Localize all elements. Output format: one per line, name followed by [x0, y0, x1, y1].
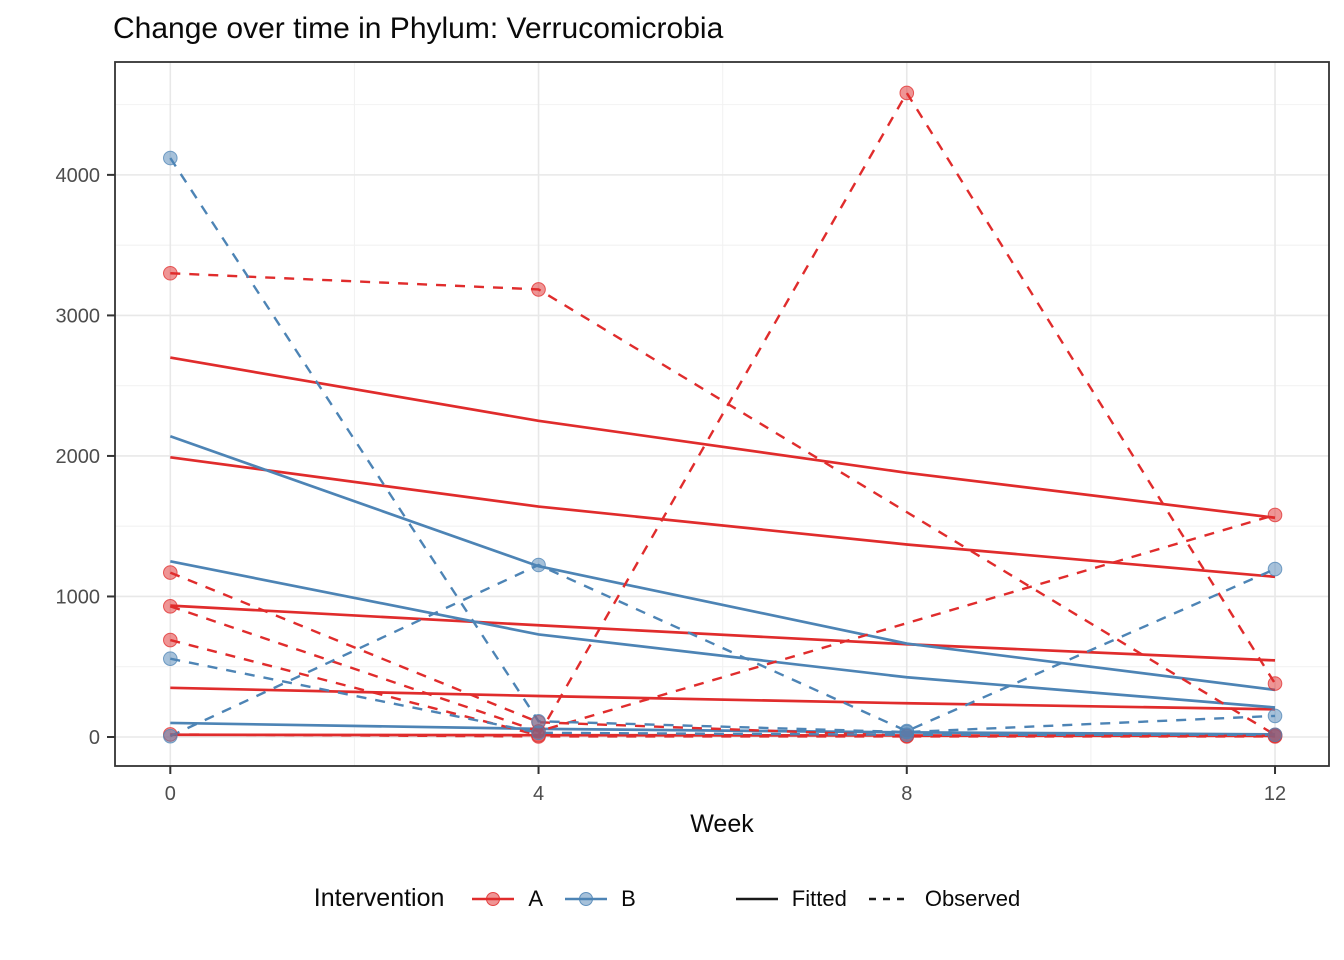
series-line-B-obs-3 — [170, 657, 1276, 736]
chart-plot-area: 0 1000 2000 3000 4000 0 4 8 12 — [56, 61, 1330, 805]
legend-key-a-icon — [472, 891, 515, 906]
legend-label-fitted: Fitted — [791, 885, 847, 911]
y-tick-label: 4000 — [56, 165, 101, 187]
y-tick-label: 3000 — [56, 305, 101, 327]
series-line-A-fit-3 — [170, 604, 1276, 662]
data-point-B-obs-3-w12 — [1267, 727, 1283, 743]
legend-item-group-b: B — [563, 886, 636, 912]
data-point-B-obs-3-w4 — [531, 725, 546, 741]
legend-label-b: B — [621, 885, 636, 911]
data-point-B-obs-2-w0 — [163, 728, 178, 744]
legend-item-fitted: Fitted — [734, 886, 847, 912]
legend-title: Intervention — [313, 884, 445, 912]
series-line-B-obs-1 — [169, 157, 1276, 734]
data-point-A-obs-4-w0 — [163, 632, 178, 648]
data-point-B-obs-2-w12 — [1267, 561, 1283, 577]
data-point-B-obs-1-w12 — [1267, 708, 1283, 724]
data-point-B-obs-1-w0 — [163, 150, 178, 166]
series-line-B-fit-1 — [169, 434, 1276, 692]
data-point-A-obs-1-w4 — [531, 282, 546, 297]
series-line-A-obs-5 — [170, 733, 1276, 738]
legend-label-observed: Observed — [924, 885, 1021, 911]
legend-key-b-point — [579, 891, 594, 906]
legend-key-a-point — [486, 891, 501, 906]
data-point-A-obs-3-w12 — [1267, 507, 1283, 523]
data-point-A-obs-2-w0 — [163, 565, 178, 580]
legend-item-observed: Observed — [867, 886, 1020, 912]
legend-item-group-a: A — [470, 886, 543, 912]
series-line-A-fit-4 — [170, 686, 1276, 711]
data-point-B-obs-2-w4 — [531, 557, 546, 573]
legend-key-b-icon — [565, 891, 608, 906]
x-tick-label: 4 — [533, 783, 544, 805]
y-tick-label: 2000 — [56, 446, 101, 468]
series-line-A-fit-1 — [170, 356, 1276, 520]
legend: Intervention A B Fitted — [0, 884, 1344, 913]
x-tick-label: 8 — [901, 783, 912, 805]
series-line-A-fit-2 — [170, 456, 1276, 579]
y-tick-label: 0 — [89, 727, 100, 749]
data-point-A-obs-1-w0 — [163, 265, 178, 281]
data-point-A-obs-4-w12 — [1267, 676, 1283, 691]
series-line-B-fit-3 — [170, 721, 1276, 736]
series-line-A-obs-4 — [169, 90, 1277, 737]
legend-key-fitted-icon — [735, 897, 778, 900]
x-axis-title: Week — [690, 810, 754, 838]
data-point-B-obs-3-w8 — [899, 727, 915, 743]
data-point-B-obs-3-w0 — [163, 651, 178, 667]
series-line-B-fit-2 — [170, 560, 1276, 709]
data-point-A-obs-3-w0 — [163, 599, 178, 614]
panel-border — [114, 61, 1330, 767]
legend-label-a: A — [528, 885, 544, 911]
y-tick-label: 1000 — [56, 586, 101, 608]
x-tick-label: 12 — [1264, 783, 1286, 805]
page-title: Change over time in Phylum: Verrucomicro… — [113, 12, 724, 45]
legend-key-observed-icon — [868, 897, 911, 900]
series-line-B-obs-2 — [169, 563, 1276, 738]
x-tick-label: 0 — [165, 783, 176, 805]
data-point-A-obs-4-w8 — [899, 85, 915, 101]
